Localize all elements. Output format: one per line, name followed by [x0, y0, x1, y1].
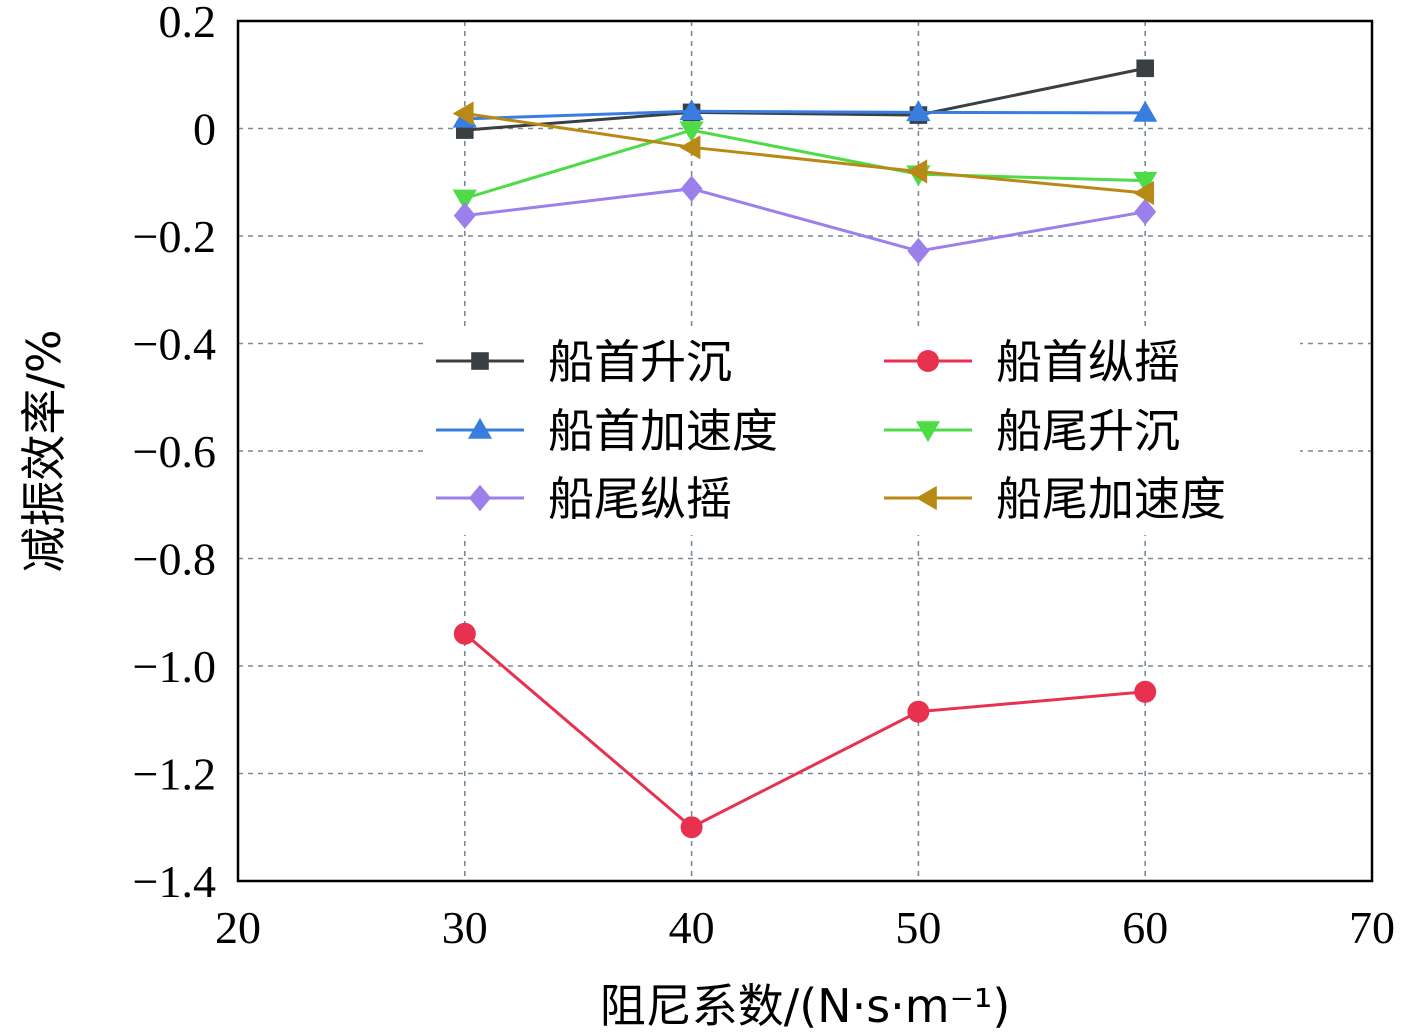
- data-point: [906, 100, 931, 122]
- axis-ticks: 20 30 40 50 60 70 0.2 0 −0.2 −0.4 −0.6 −0.8 −1.0 −1.2…: [133, 0, 1395, 953]
- series-4: [452, 121, 1158, 211]
- legend-item: 船尾纵摇: [436, 472, 732, 526]
- data-point: [1134, 680, 1157, 703]
- x-tick-label: 60: [1122, 902, 1168, 953]
- series-layer: [452, 59, 1158, 839]
- data-point: [1133, 171, 1158, 193]
- legend-label: 船尾纵摇: [548, 472, 732, 526]
- series-line: [464, 187, 1146, 253]
- data-point: [1133, 180, 1154, 206]
- legend-item: 船首加速度: [436, 404, 778, 458]
- data-point: [1134, 198, 1157, 226]
- y-tick-label: −1.0: [133, 641, 216, 692]
- x-tick-label: 70: [1349, 902, 1395, 953]
- legend-label: 船首纵摇: [996, 335, 1180, 389]
- plot-frame: [236, 19, 1374, 883]
- data-point: [906, 159, 928, 184]
- y-tick-label: −0.8: [133, 534, 216, 585]
- legend-marker: [915, 421, 941, 443]
- legend-label: 船首加速度: [548, 404, 778, 458]
- y-tick-label: −1.4: [133, 856, 216, 907]
- y-tick-label: 0: [193, 104, 216, 155]
- data-point: [679, 121, 704, 143]
- legend-marker: [917, 350, 939, 372]
- data-point: [680, 175, 703, 202]
- data-point: [452, 101, 474, 126]
- legend-marker: [469, 484, 491, 512]
- series-line: [464, 111, 1146, 195]
- y-tick-label: −1.2: [133, 749, 216, 800]
- data-point: [907, 700, 930, 723]
- data-point: [679, 135, 701, 160]
- data-point: [679, 99, 704, 121]
- legend-item: 船尾加速度: [884, 472, 1226, 526]
- series-5: [453, 175, 1157, 265]
- series-line: [464, 128, 1146, 200]
- data-point: [453, 622, 476, 645]
- legend-marker: [467, 417, 493, 439]
- legend-label: 船尾加速度: [996, 472, 1226, 526]
- x-tick-label: 20: [215, 902, 261, 953]
- y-tick-label: −0.6: [133, 426, 216, 477]
- legend-item: 船首纵摇: [884, 335, 1180, 389]
- y-tick-label: −0.2: [133, 211, 216, 262]
- data-point: [453, 202, 476, 229]
- series-line: [463, 632, 1146, 830]
- data-point: [452, 189, 477, 211]
- data-point: [907, 237, 930, 265]
- x-tick-label: 50: [895, 902, 941, 953]
- series-line: [464, 66, 1146, 132]
- y-tick-label: −0.4: [133, 319, 216, 370]
- y-axis-title: 减振效率/%: [17, 329, 71, 572]
- series-line: [464, 109, 1146, 121]
- legend-label: 船尾升沉: [996, 404, 1180, 458]
- legend-marker: [915, 485, 937, 511]
- legend-item: 船首升沉: [436, 335, 732, 389]
- x-tick-label: 30: [442, 902, 488, 953]
- series-6: [452, 101, 1154, 206]
- legend-marker: [471, 352, 489, 370]
- data-point: [680, 816, 703, 839]
- x-tick-label: 40: [669, 902, 715, 953]
- data-point: [1136, 59, 1154, 78]
- data-point: [1133, 100, 1158, 122]
- series-2: [453, 622, 1157, 839]
- legend-label: 船首升沉: [548, 335, 732, 389]
- x-axis-title: 阻尼系数/(N·s·m⁻¹): [600, 979, 1011, 1033]
- y-tick-label: 0.2: [159, 0, 217, 47]
- legend-item: 船尾升沉: [884, 404, 1180, 458]
- legend-background: [425, 327, 1300, 535]
